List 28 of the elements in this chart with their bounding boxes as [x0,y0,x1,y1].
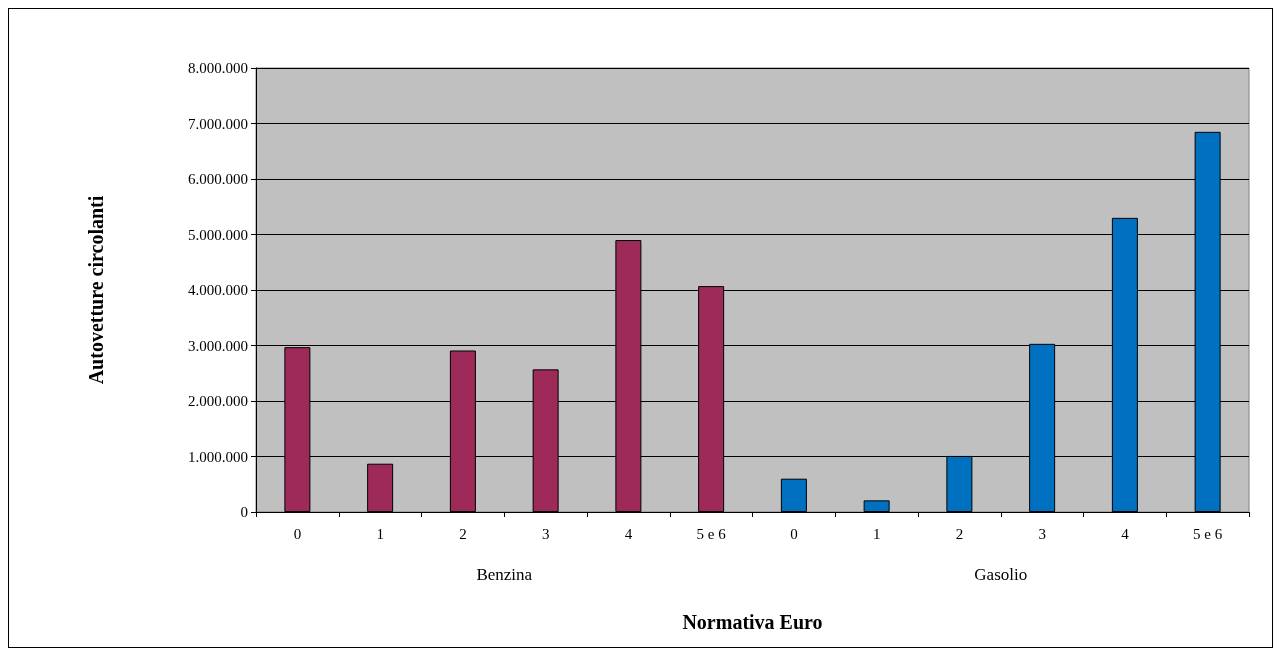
y-tick-label: 5.000.000 [188,226,248,243]
x-tick-label: 4 [1121,525,1130,542]
x-tick-label: 4 [624,525,633,542]
y-tick-label: 1.000.000 [188,448,248,465]
y-tick-label: 6.000.000 [188,171,248,187]
text: Gasolio [974,564,1028,584]
x-tick-label: 5 e 6 [696,525,727,542]
bar [780,478,807,512]
x-tick-label: 2 [955,525,964,542]
bar [367,463,394,512]
x-tick-label: 1 [872,525,881,542]
x-tick-label: 5 e 6 [1193,525,1223,542]
y-tick-label: 7.000.000 [188,115,248,132]
y-tick-label: 0 [240,504,248,520]
x-tick-label: 1 [376,525,384,542]
x-tick-label: 0 [790,525,798,542]
x-tick-label: 0 [293,525,302,542]
bar [863,500,890,512]
y-tick-label: 2.000.000 [188,393,248,409]
y-axis-title: Autovetture circolanti [85,195,107,385]
x-axis-title: Normativa Euro [682,611,823,633]
y-tick-label: 3.000.000 [188,337,248,354]
y-tick-label: 4.000.000 [188,282,248,298]
x-tick-label: 3 [541,525,550,542]
x-tick-label: 2 [459,525,467,542]
y-tick-label: 8.000.000 [188,60,248,76]
x-tick-label: 3 [1038,525,1046,542]
text: Benzina [476,564,533,584]
